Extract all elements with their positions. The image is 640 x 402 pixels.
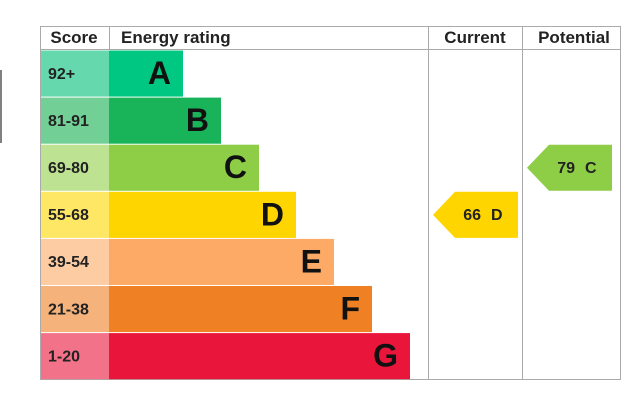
rating-letter: E	[301, 243, 322, 279]
score-label: 69-80	[48, 160, 89, 177]
score-label: 1-20	[48, 348, 80, 365]
score-label: 55-68	[48, 207, 89, 224]
rating-letter: B	[186, 102, 209, 138]
rating-bar	[109, 50, 183, 97]
score-cell	[41, 50, 109, 97]
header-current: Current	[444, 28, 506, 47]
rating-bar	[109, 191, 296, 238]
rating-bar	[109, 286, 372, 333]
score-label: 92+	[48, 66, 75, 83]
rating-letter: F	[340, 291, 360, 327]
potential-value: 79	[557, 160, 575, 177]
current-value: 66	[463, 207, 481, 224]
rating-bar	[109, 238, 334, 285]
potential-arrow	[527, 144, 612, 191]
score-cell	[41, 97, 109, 144]
header-rating: Energy rating	[121, 28, 231, 47]
score-label: 81-91	[48, 113, 89, 130]
rating-bar	[109, 97, 221, 144]
rating-bar	[109, 144, 259, 191]
score-cell	[41, 333, 109, 380]
rating-bar	[109, 333, 410, 380]
score-cell	[41, 144, 109, 191]
frame	[40, 26, 621, 380]
score-label: 21-38	[48, 301, 89, 318]
rating-letter: D	[261, 196, 284, 232]
header-potential: Potential	[538, 28, 610, 47]
score-label: 39-54	[48, 254, 89, 271]
potential-letter: C	[585, 160, 597, 177]
score-cell	[41, 191, 109, 238]
score-cell	[41, 286, 109, 333]
score-cell	[41, 238, 109, 285]
header-score: Score	[50, 28, 97, 47]
rating-letter: G	[373, 338, 398, 374]
rating-letter: C	[224, 149, 247, 185]
current-letter: D	[491, 207, 503, 224]
current-arrow	[433, 191, 518, 238]
rating-letter: A	[148, 55, 171, 91]
